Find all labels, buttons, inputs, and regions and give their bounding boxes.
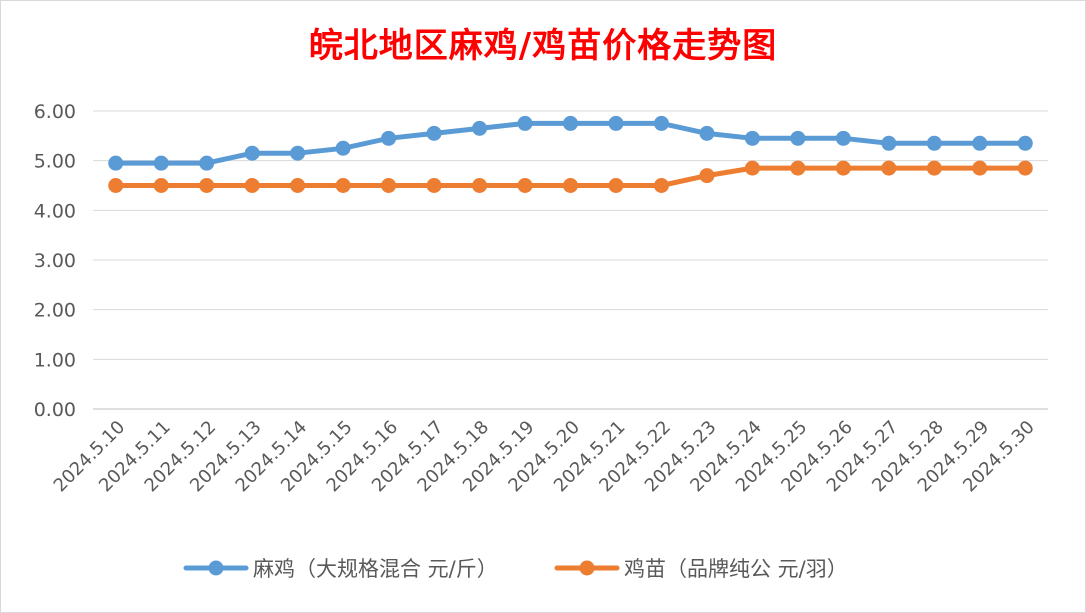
data-point — [563, 115, 578, 131]
data-point — [926, 135, 942, 151]
data-point — [1017, 135, 1033, 151]
data-point — [744, 130, 760, 146]
y-tick-label: 6.00 — [34, 101, 76, 123]
data-point — [790, 130, 806, 146]
data-point — [972, 135, 988, 151]
legend-label: 麻鸡（大规格混合 元/斤） — [253, 557, 498, 581]
data-point — [608, 178, 624, 193]
data-point — [653, 115, 669, 131]
data-point — [835, 160, 851, 176]
data-point — [699, 168, 715, 184]
data-point — [472, 120, 488, 136]
legend-marker — [579, 560, 595, 576]
legend-label: 鸡苗（品牌纯公 元/羽） — [624, 557, 848, 581]
data-point — [153, 155, 169, 171]
data-point — [881, 135, 897, 151]
data-point — [335, 140, 351, 156]
legend-marker — [208, 560, 224, 576]
y-axis-ticks: 0.00 1.00 2.00 3.00 4.00 5.00 6.00 — [34, 101, 76, 421]
y-tick-label: 2.00 — [34, 300, 76, 322]
data-point — [972, 160, 988, 176]
data-point — [199, 155, 215, 171]
legend-item: 麻鸡（大规格混合 元/斤） — [183, 557, 498, 581]
data-point — [290, 178, 306, 193]
data-point — [744, 160, 760, 176]
data-point — [381, 178, 397, 193]
data-point — [335, 178, 351, 193]
y-tick-label: 3.00 — [34, 250, 76, 272]
data-point — [653, 178, 669, 193]
x-axis-ticks: 2024.5.102024.5.112024.5.122024.5.132024… — [50, 417, 1039, 497]
y-tick-label: 1.00 — [34, 349, 76, 371]
data-point — [244, 178, 260, 193]
data-point — [244, 145, 260, 161]
data-point — [835, 130, 851, 146]
data-point — [1017, 160, 1033, 176]
data-point — [108, 178, 124, 193]
legend-item: 鸡苗（品牌纯公 元/羽） — [554, 557, 848, 581]
legend: 麻鸡（大规格混合 元/斤） 鸡苗（品牌纯公 元/羽） — [183, 557, 848, 581]
data-point — [881, 160, 897, 176]
data-point — [381, 130, 397, 146]
data-point — [517, 178, 533, 193]
y-tick-label: 4.00 — [34, 200, 76, 222]
data-point — [290, 145, 306, 161]
data-point — [926, 160, 942, 176]
data-point — [199, 178, 215, 193]
y-tick-label: 5.00 — [34, 151, 76, 173]
data-point — [153, 178, 169, 193]
data-point — [608, 115, 624, 131]
data-point — [472, 178, 488, 193]
data-point — [517, 115, 533, 131]
data-point — [563, 178, 578, 193]
y-tick-label: 0.00 — [34, 399, 76, 421]
data-point — [790, 160, 806, 176]
data-point — [699, 125, 715, 141]
series-lines — [108, 115, 1033, 193]
chart-title: 皖北地区麻鸡/鸡苗价格走势图 — [308, 26, 778, 66]
series-2 — [108, 160, 1033, 193]
data-point — [108, 155, 124, 171]
data-point — [426, 125, 442, 141]
data-point — [426, 178, 442, 193]
series-1 — [108, 115, 1033, 171]
